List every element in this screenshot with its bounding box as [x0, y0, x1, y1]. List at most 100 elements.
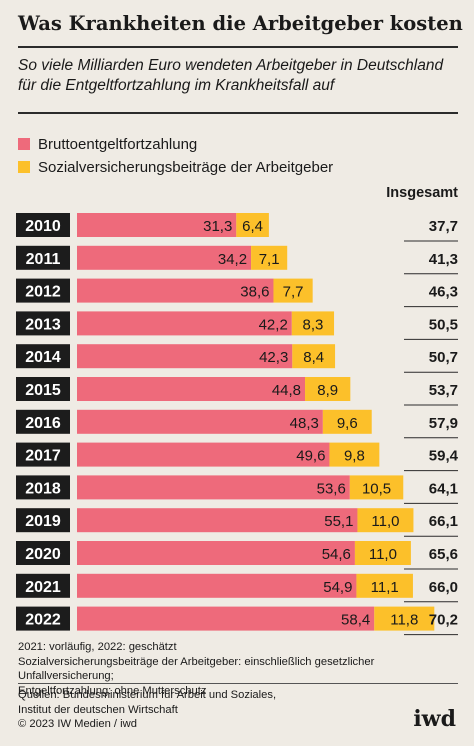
- bar-brutto-label: 53,6: [317, 480, 346, 497]
- bar-brutto-label: 54,6: [322, 546, 351, 563]
- bar-brutto-label: 38,6: [240, 284, 269, 301]
- year-box: [16, 573, 70, 598]
- source-line: Quellen: Bundesministerium für Arbeit un…: [18, 689, 277, 701]
- bar-brutto: [77, 213, 237, 237]
- bar-sozial: [273, 278, 313, 303]
- bar-brutto-label: 58,4: [341, 612, 370, 629]
- bar-sozial-label: 9,6: [337, 415, 358, 432]
- year-box: [16, 213, 70, 237]
- year-label: 2021: [25, 579, 61, 596]
- bar-sozial-label: 8,4: [303, 349, 324, 366]
- bar-sozial-label: 11,0: [369, 546, 397, 563]
- year-label: 2018: [25, 480, 61, 497]
- total-value: 53,7: [429, 382, 458, 399]
- year-label: 2016: [25, 415, 61, 432]
- year-box: [16, 377, 70, 401]
- bar-brutto-label: 34,2: [218, 251, 247, 268]
- total-value: 66,0: [429, 579, 458, 596]
- bar-sozial: [374, 606, 435, 631]
- bar-sozial-label: 7,1: [259, 251, 280, 268]
- year-box: [16, 245, 70, 270]
- bar-brutto: [77, 606, 375, 631]
- chart-title: Was Krankheiten die Arbeitgeber kosten: [18, 12, 463, 35]
- year-label: 2014: [25, 349, 61, 366]
- bar-sozial-label: 8,9: [317, 382, 338, 399]
- bar-sozial: [349, 475, 404, 500]
- total-value: 70,2: [429, 612, 458, 629]
- footnote-line: Entgeltfortzahlung: ohne Mutterschutz: [18, 684, 207, 697]
- subtitle-divider: [18, 112, 458, 114]
- bar-brutto-label: 31,3: [203, 218, 232, 235]
- bar-brutto: [77, 245, 252, 270]
- legend-item-sozial: Sozialversicherungsbeiträge der Arbeitge…: [18, 157, 333, 177]
- bar-brutto: [77, 311, 292, 336]
- bar-brutto: [77, 508, 358, 533]
- year-box: [16, 442, 70, 467]
- bar-brutto-label: 44,8: [272, 382, 301, 399]
- legend-label-brutto: Bruttoentgeltfortzahlung: [38, 135, 198, 153]
- year-label: 2013: [25, 316, 61, 333]
- year-label: 2012: [25, 284, 61, 301]
- copyright-line: © 2023 IW Medien / iwd: [18, 718, 137, 730]
- total-value: 59,4: [429, 448, 459, 465]
- total-value: 65,6: [429, 546, 458, 563]
- year-box: [16, 409, 70, 434]
- sources: Quellen: Bundesministerium für Arbeit un…: [18, 688, 378, 732]
- footnote-divider: [18, 683, 458, 684]
- footnote-line: 2021: vorläufig, 2022: geschätzt: [18, 641, 177, 653]
- bar-brutto: [77, 541, 355, 565]
- legend-label-sozial: Sozialversicherungsbeiträge der Arbeitge…: [38, 158, 334, 176]
- bar-sozial-label: 11,0: [371, 513, 399, 530]
- total-value: 57,9: [429, 415, 458, 432]
- bar-brutto-label: 48,3: [290, 415, 319, 432]
- bar-brutto-label: 55,1: [324, 513, 353, 530]
- bar-brutto-label: 49,6: [296, 448, 325, 465]
- bar-sozial: [251, 245, 288, 270]
- bar-sozial: [305, 377, 351, 401]
- bar-sozial-label: 7,7: [283, 284, 304, 301]
- bar-sozial-label: 11,1: [371, 579, 399, 596]
- bar-sozial: [322, 409, 372, 434]
- bar-sozial: [354, 541, 411, 565]
- bar-sozial: [292, 344, 336, 369]
- footnotes: 2021: vorläufig, 2022: geschätzt Sozialv…: [18, 640, 458, 698]
- legend-swatch-sozial: [18, 161, 30, 173]
- year-box: [16, 344, 70, 369]
- total-value: 37,7: [429, 218, 458, 235]
- bar-sozial: [291, 311, 335, 336]
- total-value: 66,1: [429, 513, 458, 530]
- bar-brutto-label: 42,3: [259, 349, 288, 366]
- bar-sozial: [236, 213, 269, 237]
- total-column-header: Insgesamt: [386, 185, 458, 201]
- bar-brutto: [77, 442, 330, 467]
- bar-sozial: [357, 508, 414, 533]
- bar-sozial-label: 6,4: [242, 218, 263, 235]
- bar-brutto-label: 54,9: [323, 579, 352, 596]
- total-value: 41,3: [429, 251, 458, 268]
- total-value: 64,1: [429, 480, 458, 497]
- year-box: [16, 541, 70, 565]
- bar-sozial: [356, 573, 413, 598]
- bar-sozial: [329, 442, 380, 467]
- bar-sozial-label: 11,8: [390, 612, 418, 629]
- bar-brutto: [77, 573, 357, 598]
- chart-subtitle: So viele Milliarden Euro wendeten Arbeit…: [18, 57, 444, 94]
- title-divider: [18, 46, 458, 48]
- bar-brutto: [77, 344, 293, 369]
- bar-brutto: [77, 377, 306, 401]
- footnote-line: Sozialversicherungsbeiträge der Arbeitge…: [18, 655, 375, 683]
- year-label: 2015: [25, 382, 61, 399]
- bar-sozial-label: 10,5: [362, 480, 391, 497]
- year-box: [16, 311, 70, 336]
- total-value: 46,3: [429, 284, 458, 301]
- year-label: 2022: [25, 612, 61, 629]
- year-box: [16, 606, 70, 631]
- year-label: 2019: [25, 513, 61, 530]
- bar-sozial-label: 8,3: [302, 316, 323, 333]
- year-box: [16, 475, 70, 500]
- bar-sozial-label: 9,8: [344, 448, 365, 465]
- legend-item-brutto: Bruttoentgeltfortzahlung: [18, 134, 197, 154]
- bar-brutto: [77, 409, 323, 434]
- year-label: 2010: [25, 218, 61, 235]
